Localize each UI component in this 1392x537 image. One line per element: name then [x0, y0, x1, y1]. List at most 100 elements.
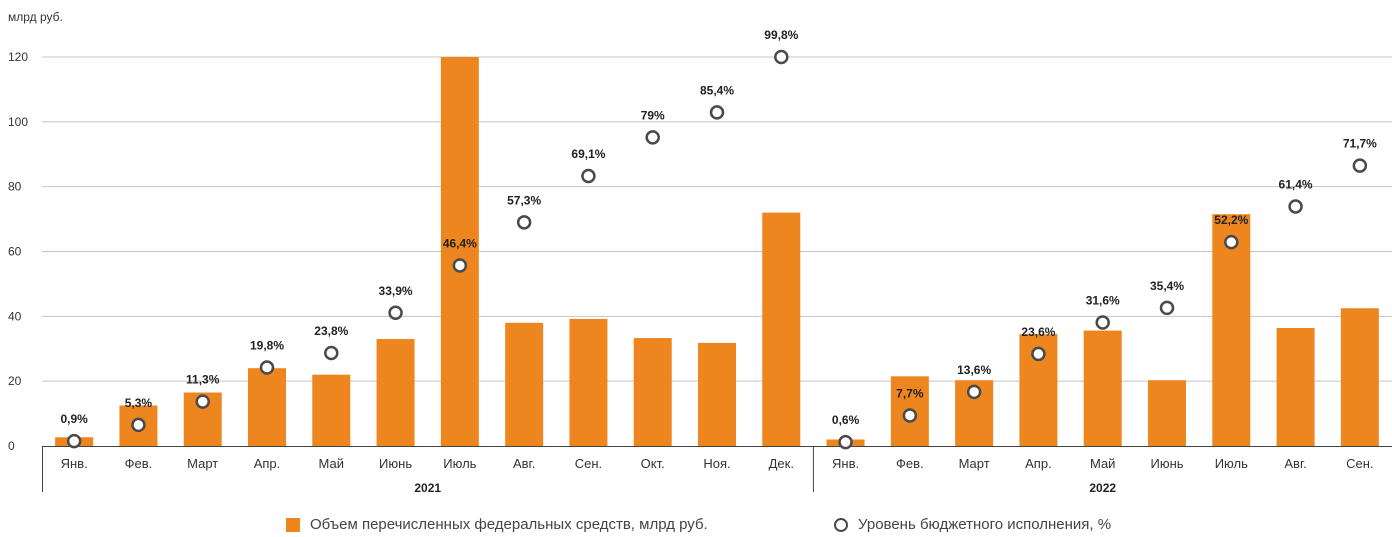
point-marker — [195, 394, 210, 409]
bar — [1340, 308, 1379, 446]
x-tick-label: Сен. — [1346, 456, 1373, 471]
bar — [1148, 380, 1186, 446]
x-axis-ticks: Янв. Фев. Март Апр. Май Июнь Июль Авг. Сен. Окт. Н… — [61, 456, 1374, 495]
group-label: 2021 — [414, 481, 441, 495]
bar — [1212, 214, 1251, 446]
point-label: 7,7% — [896, 387, 924, 401]
x-tick-label: Июль — [443, 456, 476, 471]
bar — [312, 374, 351, 446]
point-label: 99,8% — [764, 28, 798, 42]
group-label: 2022 — [1089, 481, 1116, 495]
point-marker — [131, 417, 146, 433]
bar — [376, 339, 415, 446]
x-tick-label: Июнь — [1150, 456, 1183, 471]
x-tick-label: Авг. — [1284, 456, 1306, 471]
x-tick-label: Окт. — [641, 456, 665, 471]
point-marker — [1224, 234, 1239, 250]
point-label: 46,4% — [443, 236, 477, 250]
x-tick-label: Март — [187, 456, 218, 471]
point-marker — [902, 408, 918, 423]
bar — [505, 322, 544, 446]
point-marker — [581, 168, 596, 184]
bar — [1083, 330, 1122, 446]
legend-label-bars: Объем перечисленных федеральных средств,… — [310, 516, 708, 533]
legend-item-points: Уровень бюджетного исполнения, % — [834, 516, 1111, 533]
point-marker — [324, 345, 339, 361]
legend-swatch-bars — [286, 517, 300, 532]
point-label: 31,6% — [1086, 293, 1120, 307]
y-tick-label: 100 — [8, 115, 28, 129]
point-label: 23,6% — [1021, 325, 1055, 339]
point-label: 11,3% — [186, 373, 220, 387]
y-tick-label: 120 — [8, 50, 28, 64]
point-marker — [388, 305, 403, 321]
bar — [248, 368, 286, 446]
point-label: 79% — [641, 108, 665, 122]
point-marker — [838, 434, 853, 450]
x-tick-label: Июнь — [379, 456, 412, 471]
bar — [762, 212, 801, 446]
x-tick-label: Дек. — [769, 456, 794, 471]
point-marker — [66, 433, 82, 449]
legend-label-points: Уровень бюджетного исполнения, % — [858, 516, 1112, 533]
bar — [633, 338, 672, 446]
point-label: 5,3% — [125, 396, 153, 410]
legend: Объем перечисленных федеральных средств,… — [0, 516, 1392, 536]
x-tick-label: Авг. — [513, 456, 535, 471]
point-marker — [1159, 300, 1175, 316]
point-label: 52,2% — [1214, 213, 1248, 227]
x-axis — [42, 446, 1392, 492]
x-tick-label: Март — [959, 456, 990, 471]
y-tick-label: 80 — [8, 180, 22, 194]
y-tick-label: 60 — [8, 245, 22, 259]
point-label: 13,6% — [957, 363, 991, 377]
point-marker — [1352, 158, 1368, 173]
x-tick-label: Май — [319, 456, 344, 471]
legend-item-bars: Объем перечисленных федеральных средств,… — [286, 516, 708, 533]
x-tick-label: Сен. — [575, 456, 602, 471]
x-tick-label: Янв. — [61, 456, 88, 471]
x-tick-label: Фев. — [896, 456, 924, 471]
point-marker — [645, 130, 660, 145]
legend-swatch-points — [834, 517, 848, 532]
bar — [1276, 328, 1315, 446]
x-tick-label: Май — [1090, 456, 1115, 471]
point-label: 69,1% — [571, 147, 605, 161]
y-tick-label: 20 — [8, 374, 22, 388]
point-marker — [774, 49, 789, 65]
x-tick-label: Ноя. — [703, 456, 730, 471]
point-label: 61,4% — [1279, 177, 1313, 191]
point-label: 33,9% — [379, 284, 413, 298]
point-marker — [516, 215, 532, 230]
point-marker — [259, 360, 275, 375]
y-tick-label: 40 — [8, 309, 22, 323]
point-label: 0,6% — [832, 413, 860, 427]
x-tick-label: Июль — [1215, 456, 1248, 471]
bar — [698, 342, 736, 446]
y-axis-unit-label: млрд руб. — [8, 10, 63, 24]
bar — [569, 318, 608, 446]
point-label: 35,4% — [1150, 279, 1184, 293]
point-label: 71,7% — [1343, 137, 1377, 151]
x-tick-label: Апр. — [254, 456, 281, 471]
point-marker — [1095, 315, 1110, 330]
y-tick-label: 0 — [8, 439, 15, 453]
point-marker — [1031, 346, 1046, 362]
bar — [440, 57, 479, 446]
point-marker — [709, 105, 725, 120]
point-label: 0,9% — [60, 412, 88, 426]
point-labels: 0,9% 5,3% 11,3% 19,8% 23,8% 33,9% 46,4% 57,3% 69… — [60, 28, 1377, 427]
point-marker — [966, 384, 982, 400]
x-tick-label: Фев. — [125, 456, 153, 471]
point-series — [66, 49, 1368, 450]
x-tick-label: Апр. — [1025, 456, 1052, 471]
point-label: 23,8% — [314, 324, 348, 338]
x-tick-label: Янв. — [832, 456, 859, 471]
point-label: 57,3% — [507, 193, 541, 207]
point-marker — [452, 258, 468, 273]
y-axis-ticks: 0 20 40 60 80 100 120 — [8, 50, 28, 453]
point-marker — [1288, 199, 1303, 214]
point-label: 85,4% — [700, 83, 734, 97]
point-label: 19,8% — [250, 339, 284, 353]
